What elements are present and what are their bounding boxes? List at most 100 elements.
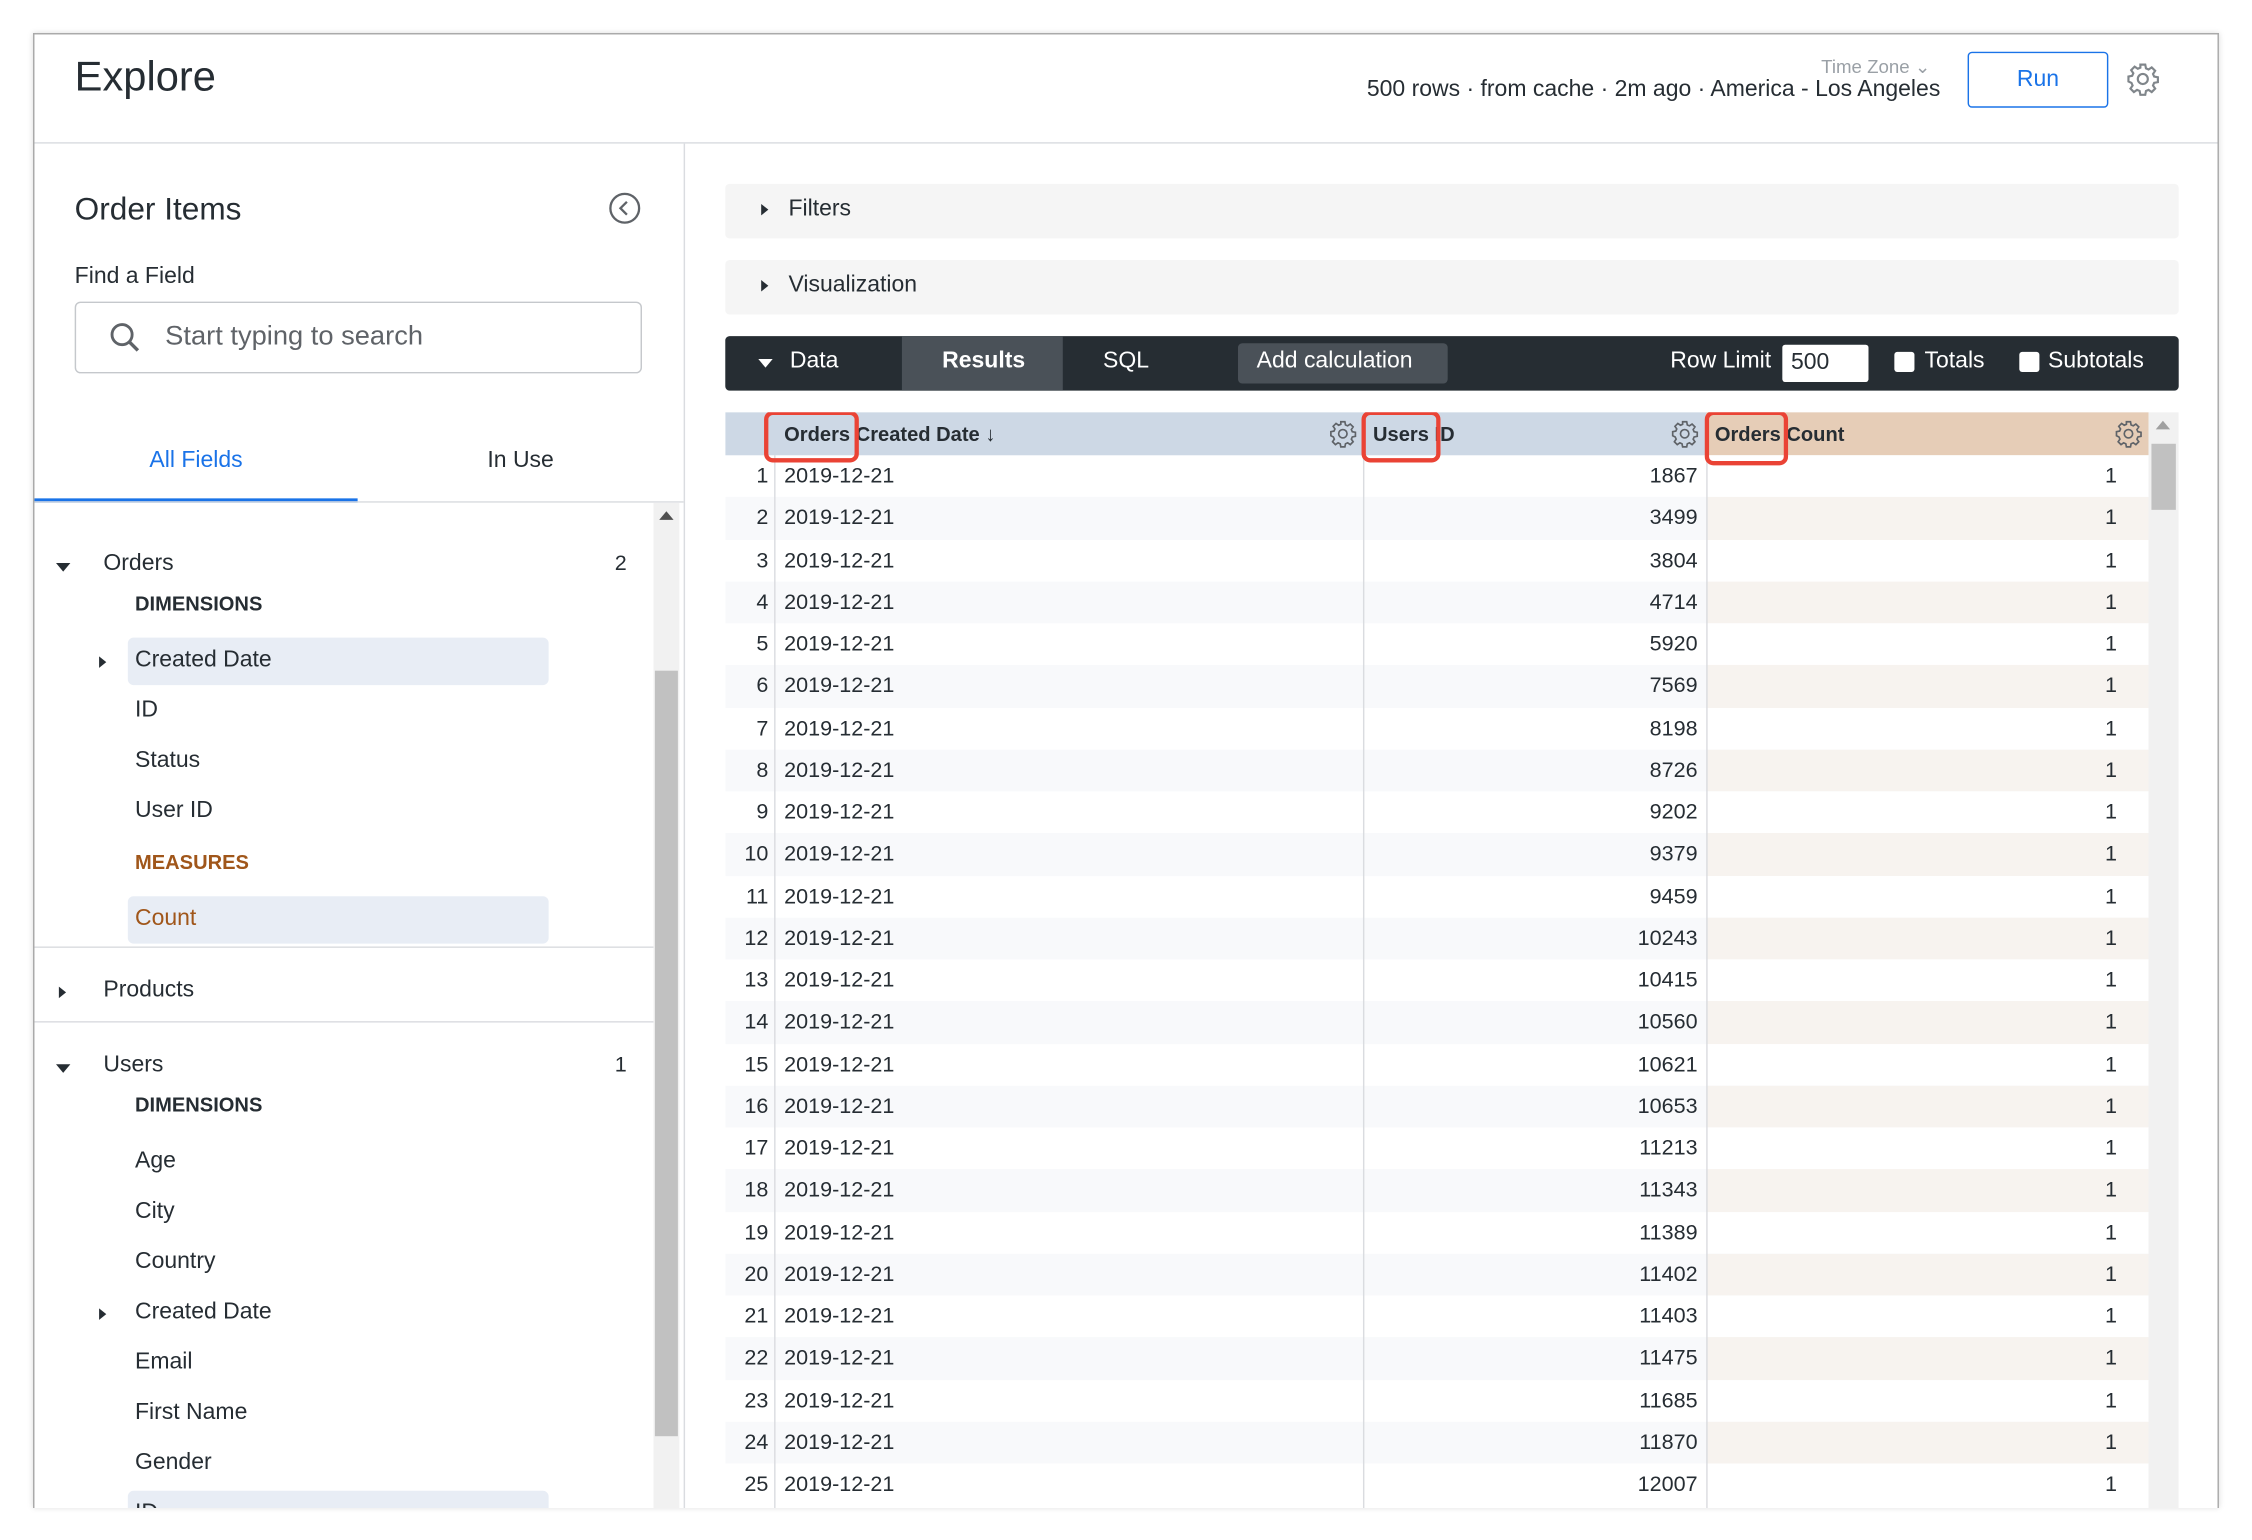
table-row[interactable]: 5 2019-12-21 5920 1 — [725, 623, 2149, 666]
count-value: 1 — [2104, 799, 2117, 825]
cell-count: 1 — [1706, 1337, 2149, 1380]
gear-icon[interactable] — [1670, 419, 1699, 448]
add-calculation-button[interactable]: Add calculation — [1238, 343, 1448, 384]
field-age[interactable]: Age — [135, 1148, 176, 1174]
table-row[interactable]: 25 2019-12-21 12007 1 — [725, 1463, 2149, 1506]
field-country[interactable]: Country — [135, 1249, 216, 1274]
count-value: 1 — [2104, 505, 2117, 531]
table-row[interactable]: 13 2019-12-21 10415 1 — [725, 959, 2149, 1002]
selected-count: 2 — [614, 551, 627, 576]
row-number: 17 — [744, 1136, 769, 1161]
gear-icon[interactable] — [2126, 62, 2160, 96]
section-dimensions: DIMENSIONS — [135, 591, 263, 615]
table-row[interactable]: 24 2019-12-21 11870 1 — [725, 1421, 2149, 1464]
field-id[interactable]: ID — [135, 1501, 158, 1508]
scroll-up-arrow-icon[interactable] — [2155, 420, 2171, 430]
table-row[interactable]: 9 2019-12-21 9202 1 — [725, 791, 2149, 834]
table-row[interactable]: 7 2019-12-21 8198 1 — [725, 707, 2149, 750]
gear-icon[interactable] — [1328, 419, 1357, 448]
row-number: 2 — [756, 505, 769, 531]
row-number: 15 — [744, 1052, 769, 1077]
field-gender[interactable]: Gender — [135, 1450, 212, 1475]
field-user-id[interactable]: User ID — [135, 798, 213, 823]
field-count[interactable]: Count — [135, 906, 197, 931]
table-row[interactable]: 17 2019-12-21 11213 1 — [725, 1127, 2149, 1170]
view-products[interactable]: Products — [103, 978, 195, 1003]
column-header-created-date[interactable]: Orders Created Date ↓ — [784, 412, 995, 455]
count-value: 1 — [2104, 883, 2117, 909]
table-row[interactable]: 15 2019-12-21 10621 1 — [725, 1043, 2149, 1086]
table-row[interactable]: 14 2019-12-21 10560 1 — [725, 1001, 2149, 1044]
cell-user-id: 5920 — [1649, 631, 1698, 657]
totals-checkbox[interactable] — [1894, 351, 1915, 372]
table-row[interactable]: 22 2019-12-21 11475 1 — [725, 1337, 2149, 1380]
view-orders[interactable]: Orders — [103, 551, 174, 576]
table-row[interactable]: 1 2019-12-21 1867 1 — [725, 455, 2149, 498]
cell-count: 1 — [1706, 959, 2149, 1002]
cell-created-date: 2019-12-21 — [784, 589, 895, 615]
table-row[interactable]: 19 2019-12-21 11389 1 — [725, 1211, 2149, 1254]
caret-down-icon[interactable] — [56, 562, 71, 572]
row-limit-input[interactable]: 500 — [1782, 344, 1869, 383]
run-button[interactable]: Run — [1967, 51, 2109, 108]
count-value: 1 — [2104, 1388, 2117, 1413]
row-number: 16 — [744, 1094, 769, 1119]
filters-section[interactable]: Filters — [725, 183, 2179, 239]
scroll-up-arrow-icon[interactable] — [659, 511, 674, 520]
field-list-scrollbar[interactable] — [653, 502, 680, 1509]
caret-down-icon[interactable] — [56, 1064, 71, 1073]
table-row[interactable]: 6 2019-12-21 7569 1 — [725, 665, 2149, 708]
count-value: 1 — [2104, 1010, 2117, 1035]
table-row[interactable]: 11 2019-12-21 9459 1 — [725, 875, 2149, 918]
cell-count: 1 — [1706, 1463, 2149, 1506]
field-id[interactable]: ID — [135, 697, 158, 723]
tab-all-fields[interactable]: All Fields — [34, 424, 358, 503]
find-field-label: Find a Field — [74, 264, 195, 289]
gear-icon[interactable] — [2114, 419, 2143, 448]
count-value: 1 — [2104, 841, 2117, 867]
cell-user-id: 10560 — [1637, 1010, 1698, 1035]
tab-results[interactable]: Results — [901, 336, 1063, 391]
cell-count: 1 — [1706, 791, 2149, 834]
search-input[interactable]: Start typing to search — [74, 301, 642, 374]
collapse-panel-icon[interactable] — [609, 192, 641, 224]
table-row[interactable]: 18 2019-12-21 11343 1 — [725, 1169, 2149, 1212]
table-row[interactable]: 10 2019-12-21 9379 1 — [725, 833, 2149, 876]
table-row[interactable]: 4 2019-12-21 4714 1 — [725, 581, 2149, 624]
column-header-count[interactable]: Orders Count — [1715, 412, 1845, 455]
cell-count: 1 — [1706, 1211, 2149, 1254]
caret-right-icon[interactable] — [99, 1308, 107, 1320]
cell-count: 1 — [1706, 581, 2149, 624]
search-placeholder: Start typing to search — [165, 321, 424, 352]
field-created-date[interactable]: Created Date — [135, 647, 272, 673]
field-first-name[interactable]: First Name — [135, 1400, 248, 1425]
tab-in-use[interactable]: In Use — [487, 448, 554, 473]
field-city[interactable]: City — [135, 1199, 175, 1224]
view-users[interactable]: Users — [103, 1052, 164, 1078]
table-row[interactable]: 16 2019-12-21 10653 1 — [725, 1085, 2149, 1128]
table-row[interactable]: 3 2019-12-21 3804 1 — [725, 539, 2149, 582]
table-scrollbar[interactable] — [2148, 412, 2179, 1509]
table-row[interactable]: 12 2019-12-21 10243 1 — [725, 917, 2149, 960]
caret-right-icon[interactable] — [99, 656, 107, 668]
field-status[interactable]: Status — [135, 748, 201, 773]
field-created-date[interactable]: Created Date — [135, 1299, 272, 1325]
table-row[interactable]: 20 2019-12-21 11402 1 — [725, 1253, 2149, 1296]
tab-sql[interactable]: SQL — [1103, 348, 1149, 374]
table-row[interactable]: 8 2019-12-21 8726 1 — [725, 749, 2149, 792]
cell-count: 1 — [1706, 623, 2149, 666]
table-row[interactable]: 23 2019-12-21 11685 1 — [725, 1379, 2149, 1422]
time-zone-dropdown[interactable]: Time Zone ⌄ — [1821, 56, 1930, 79]
cell-user-id: 9202 — [1649, 799, 1698, 825]
scrollbar-thumb[interactable] — [2151, 443, 2176, 510]
cell-created-date: 2019-12-21 — [784, 631, 895, 657]
visualization-section[interactable]: Visualization — [725, 259, 2179, 315]
field-email[interactable]: Email — [135, 1350, 193, 1375]
header-field-name: Count — [1786, 422, 1845, 446]
scrollbar-thumb[interactable] — [654, 670, 678, 1437]
table-row[interactable]: 21 2019-12-21 11403 1 — [725, 1295, 2149, 1338]
caret-right-icon[interactable] — [58, 986, 67, 999]
table-row[interactable]: 2 2019-12-21 3499 1 — [725, 497, 2149, 540]
data-section-toggle[interactable]: Data — [789, 348, 839, 374]
subtotals-checkbox[interactable] — [2019, 351, 2040, 372]
